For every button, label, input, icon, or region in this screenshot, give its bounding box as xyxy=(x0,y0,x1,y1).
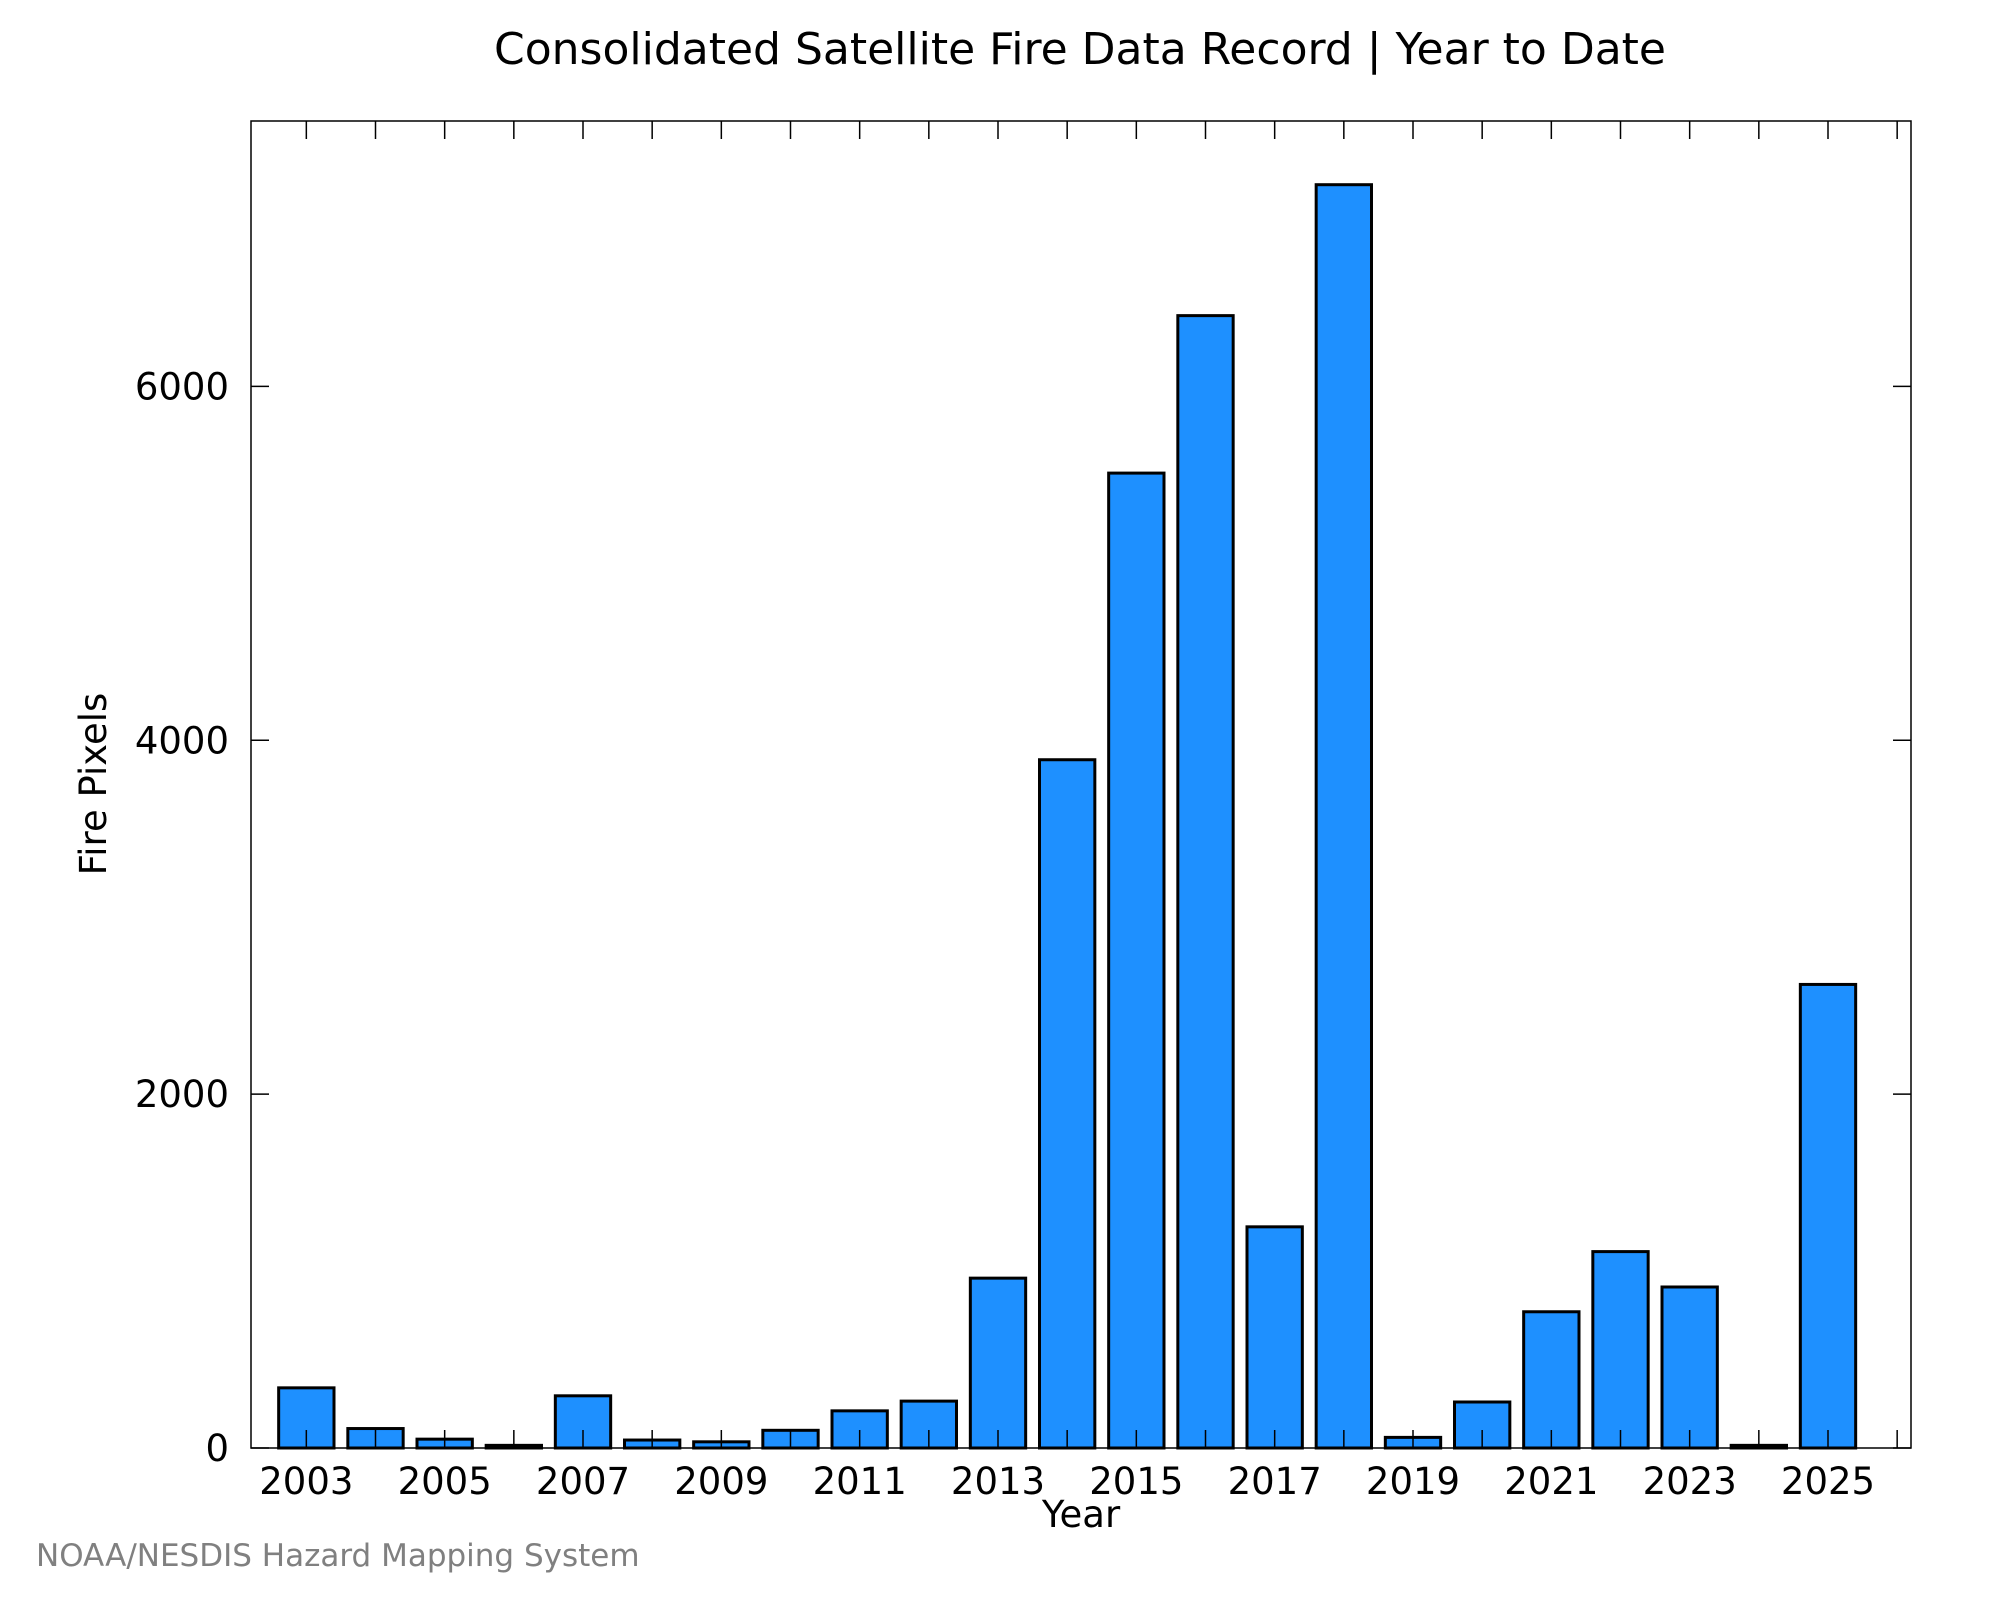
credit-text: NOAA/NESDIS Hazard Mapping System xyxy=(36,1538,640,1574)
x-tick-label: 2005 xyxy=(398,1460,492,1503)
plot-frame xyxy=(250,120,1912,1449)
bar-2025 xyxy=(1798,982,1858,1450)
bar-2013 xyxy=(968,1276,1028,1450)
y-axis-label: Fire Pixels xyxy=(72,693,115,876)
x-tick-label: 2019 xyxy=(1366,1460,1460,1503)
x-tick-label: 2009 xyxy=(674,1460,768,1503)
y-tick-label: 2000 xyxy=(135,1073,229,1116)
x-tick-label: 2013 xyxy=(951,1460,1045,1503)
bars-group xyxy=(277,183,1858,1450)
x-tick-label: 2011 xyxy=(813,1460,907,1503)
bar-2023 xyxy=(1660,1285,1719,1450)
bar-2017 xyxy=(1245,1225,1304,1450)
bar-2015 xyxy=(1107,471,1166,1450)
chart-title: Consolidated Satellite Fire Data Record … xyxy=(494,24,1666,75)
y-tick-label: 6000 xyxy=(135,365,229,408)
x-tick-label: 2023 xyxy=(1643,1460,1737,1503)
y-tick-label: 0 xyxy=(205,1427,229,1470)
x-tick-label: 2007 xyxy=(536,1460,630,1503)
bar-2018 xyxy=(1314,183,1373,1450)
x-tick-label: 2003 xyxy=(259,1460,353,1503)
bar-2016 xyxy=(1176,314,1235,1450)
bar-2021 xyxy=(1522,1310,1581,1450)
ticks-group xyxy=(251,121,1911,1449)
bar-2014 xyxy=(1038,758,1097,1450)
x-axis-label: Year xyxy=(1041,1493,1121,1536)
tick-labels-group: 2003 2005 2007 2009 2011 2013 2015 2017 2019 2021… xyxy=(135,365,1875,1503)
x-tick-label: 2021 xyxy=(1504,1460,1598,1503)
y-tick-label: 4000 xyxy=(135,719,229,762)
bar-2022 xyxy=(1591,1250,1650,1450)
x-tick-label: 2025 xyxy=(1781,1460,1875,1503)
x-tick-label: 2017 xyxy=(1228,1460,1322,1503)
x-tick-label: 2015 xyxy=(1089,1460,1183,1503)
